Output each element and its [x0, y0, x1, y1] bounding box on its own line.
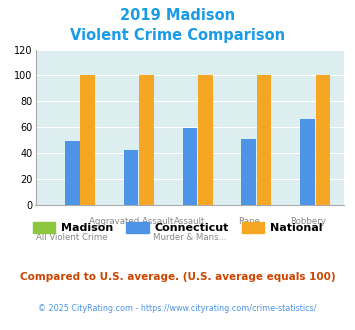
Bar [65, 141, 80, 205]
Bar [80, 75, 95, 205]
Text: Aggravated Assault: Aggravated Assault [89, 217, 173, 226]
Bar [257, 75, 272, 205]
Text: Rape: Rape [238, 217, 260, 226]
Legend: Madison, Connecticut, National: Madison, Connecticut, National [28, 217, 327, 238]
Text: Robbery: Robbery [290, 217, 326, 226]
Text: 2019 Madison: 2019 Madison [120, 8, 235, 23]
Bar [241, 139, 256, 205]
Bar [300, 119, 315, 205]
Text: © 2025 CityRating.com - https://www.cityrating.com/crime-statistics/: © 2025 CityRating.com - https://www.city… [38, 304, 317, 313]
Text: All Violent Crime: All Violent Crime [37, 233, 108, 242]
Bar [198, 75, 213, 205]
Text: Murder & Mans...: Murder & Mans... [153, 233, 227, 242]
Text: Compared to U.S. average. (U.S. average equals 100): Compared to U.S. average. (U.S. average … [20, 272, 335, 282]
Bar [124, 150, 138, 205]
Text: Assault: Assault [174, 217, 206, 226]
Bar [316, 75, 330, 205]
Bar [139, 75, 154, 205]
Bar [182, 128, 197, 205]
Text: Violent Crime Comparison: Violent Crime Comparison [70, 28, 285, 43]
